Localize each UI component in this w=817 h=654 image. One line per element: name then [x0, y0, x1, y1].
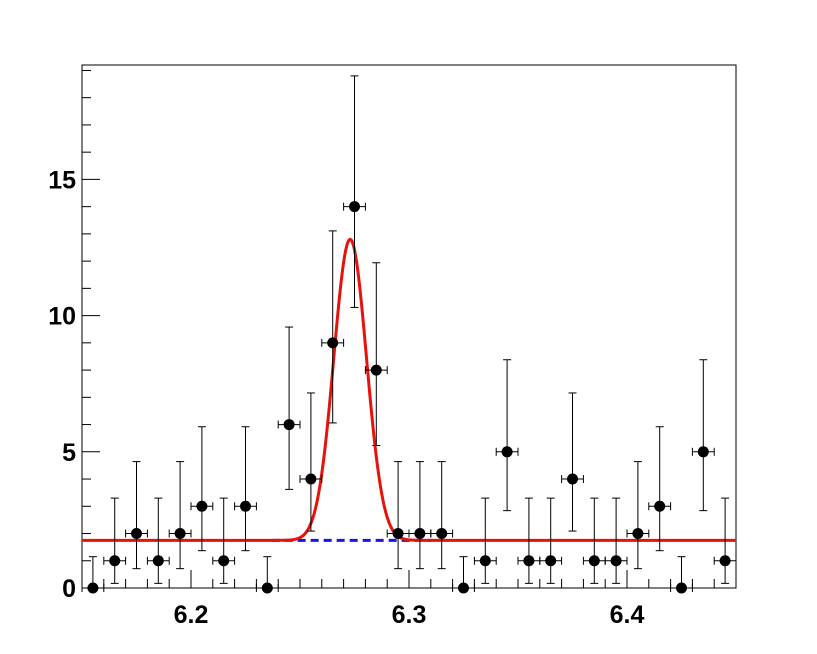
data-marker: [632, 528, 644, 540]
data-point: [343, 75, 366, 308]
data-marker: [719, 555, 731, 567]
data-marker: [392, 528, 404, 540]
y-tick-label: 0: [62, 575, 76, 603]
data-marker: [567, 473, 578, 485]
data-point: [277, 326, 301, 490]
data-point: [212, 497, 236, 584]
data-marker: [458, 582, 469, 594]
data-point: [321, 230, 345, 424]
data-point: [473, 497, 497, 584]
fit-curve-group: [82, 237, 736, 542]
data-marker: [218, 555, 230, 567]
y-tick-label: 5: [62, 439, 76, 467]
data-point: [430, 461, 454, 570]
x-tick-label: 6.2: [174, 601, 209, 629]
data-point: [255, 556, 279, 594]
data-marker: [676, 582, 687, 594]
data-marker: [283, 419, 295, 431]
data-marker: [131, 528, 142, 540]
data-point: [81, 556, 105, 594]
data-point: [495, 359, 519, 512]
y-tick-label: 10: [48, 303, 76, 331]
data-marker: [349, 201, 360, 213]
data-marker: [654, 500, 666, 512]
data-marker: [261, 582, 273, 594]
data-point: [364, 262, 388, 447]
x-tick-label: 6.4: [610, 601, 645, 629]
data-point: [670, 556, 693, 594]
data-point: [691, 359, 715, 512]
data-point: [648, 426, 672, 552]
data-point: [125, 461, 148, 570]
data-marker: [196, 500, 208, 512]
data-point: [299, 392, 323, 532]
data-point: [713, 497, 737, 584]
data-point: [517, 497, 541, 584]
data-marker: [87, 582, 99, 594]
data-points: [81, 75, 737, 594]
data-point: [452, 556, 475, 594]
data-marker: [588, 555, 600, 567]
data-marker: [545, 555, 557, 567]
data-point: [604, 497, 628, 584]
data-point: [626, 461, 650, 570]
data-marker: [370, 364, 382, 376]
data-point: [234, 426, 257, 552]
data-point: [190, 426, 214, 552]
data-marker: [697, 446, 709, 458]
fit-curve: [82, 237, 736, 542]
data-marker: [327, 337, 339, 349]
data-marker: [610, 555, 622, 567]
data-point: [386, 461, 410, 570]
data-marker: [305, 473, 317, 485]
tick-labels: 6.2 6.3 6.4 0 5 10 15: [48, 166, 644, 629]
data-marker: [240, 500, 251, 512]
data-point: [146, 497, 170, 584]
data-marker: [436, 528, 448, 540]
data-marker: [523, 555, 535, 567]
data-point: [408, 461, 432, 570]
data-marker: [479, 555, 491, 567]
data-marker: [152, 555, 164, 567]
y-tick-label: 15: [48, 166, 76, 194]
data-marker: [414, 528, 426, 540]
data-marker: [109, 555, 121, 567]
data-marker: [174, 528, 186, 540]
axes: [81, 64, 737, 589]
data-marker: [501, 446, 513, 458]
data-point: [539, 497, 563, 584]
data-point: [103, 497, 127, 584]
data-point: [168, 461, 192, 570]
data-point: [561, 392, 584, 532]
x-tick-label: 6.3: [392, 601, 427, 629]
